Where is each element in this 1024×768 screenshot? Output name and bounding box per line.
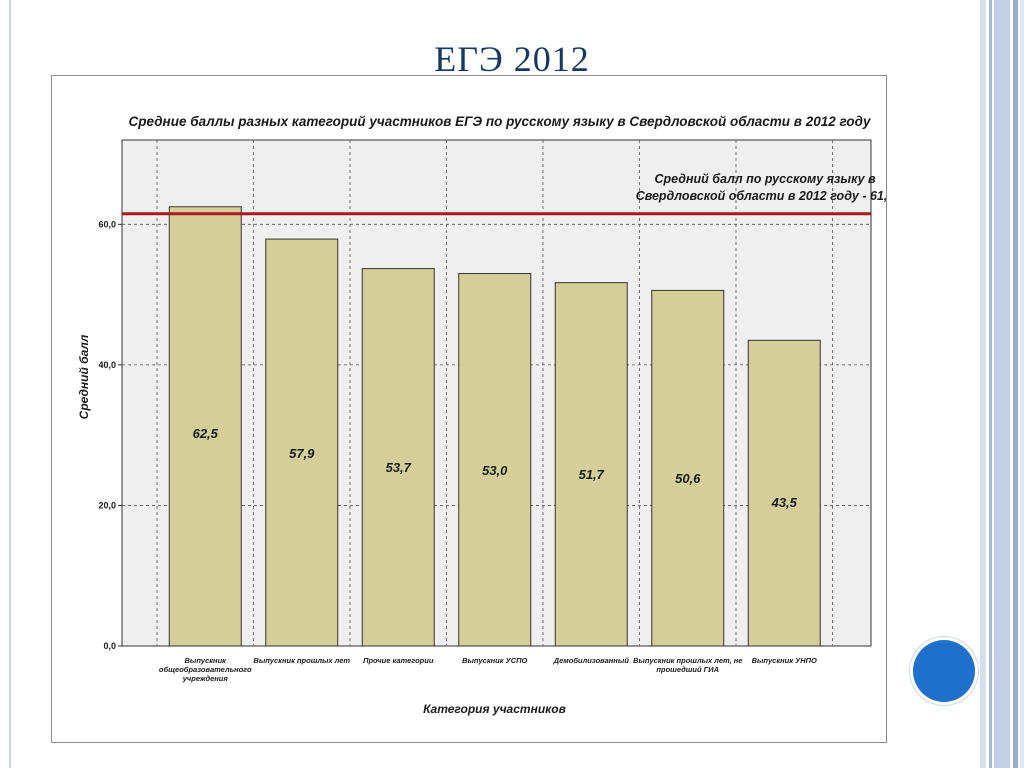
chart-title: Средние баллы разных категорий участнико… [129,114,872,129]
left-border-line [9,0,11,768]
x-tick-label: Выпускник УНПО [752,656,817,665]
reference-line-label: Средний балл по русскому языку в Свердлов… [636,172,886,203]
x-tick-label-line: Прочие категории [363,656,434,665]
x-tick-label-line: Выпускник прошлых лет, не [633,656,742,665]
x-tick-label: Выпускник прошлых лет [253,656,350,665]
slide-title: ЕГЭ 2012 [434,39,590,79]
y-axis-label: Средний балл [77,334,91,419]
bar [651,289,725,647]
bar-value-label: 50,6 [675,471,701,486]
bar [554,282,628,647]
bar-chart: Средние баллы разных категорий участнико… [77,114,886,716]
chart-frame: Средние баллы разных категорий участнико… [51,75,887,743]
x-axis-label: Категория участников [423,702,566,716]
x-tick-label: Выпускник прошлых лет, не прошедший ГИА [633,656,742,674]
bar-value-label: 53,7 [386,460,412,475]
x-tick-label-line: общеобразовательного [159,665,252,674]
bar-value-label: 51,7 [579,467,605,482]
y-tick-label: 60,0 [98,219,116,229]
x-tick-label-line: Выпускник УСПО [462,656,527,665]
right-decorative-stripes [980,0,1024,768]
x-tick-label-line: прошедший ГИА [656,665,719,674]
x-tick-label: Демобилизованный [553,656,630,665]
x-tick-label: Прочие категории [363,656,434,665]
bar [168,206,242,647]
x-tick-label: Выпускник УСПО [462,656,527,665]
bar-value-label: 53,0 [482,463,508,478]
y-tick-label: 40,0 [98,360,116,370]
reference-line-label-line: Свердловской области в 2012 году - 61,5 [636,189,886,203]
x-tick-label-line: Выпускник прошлых лет [253,656,350,665]
bar-value-label: 62,5 [193,426,219,441]
bar-value-label: 57,9 [289,446,315,461]
x-tick-label-line: Выпускник [185,656,228,665]
bar-value-label: 43,5 [771,495,798,510]
bar [265,238,339,647]
bar [458,273,532,647]
reference-line-label-line: Средний балл по русскому языку в [654,172,876,186]
x-tick-label-line: Выпускник УНПО [752,656,817,665]
y-tick-label: 20,0 [98,500,116,510]
x-tick-label: Выпускник общеобразовательного учреждения [159,656,252,683]
decorative-blue-circle [913,640,975,702]
x-tick-label-line: учреждения [182,674,229,683]
bar [361,268,435,647]
bar [747,339,821,647]
x-tick-label-line: Демобилизованный [553,656,630,665]
y-tick-label: 0,0 [103,641,116,651]
